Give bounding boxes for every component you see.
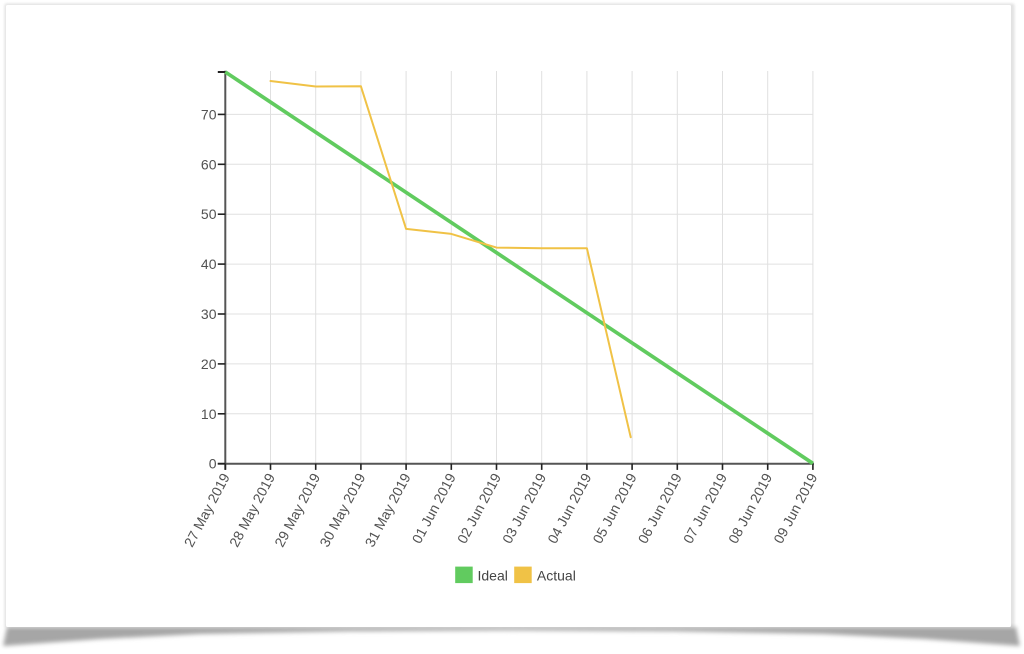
svg-text:30: 30: [201, 306, 217, 322]
svg-text:10: 10: [201, 406, 217, 422]
svg-text:50: 50: [201, 206, 217, 222]
svg-text:Ideal: Ideal: [478, 567, 508, 583]
svg-text:40: 40: [201, 256, 217, 272]
svg-text:20: 20: [201, 356, 217, 372]
svg-text:60: 60: [201, 156, 217, 172]
svg-text:0: 0: [209, 456, 217, 472]
svg-text:70: 70: [201, 106, 217, 122]
svg-text:Actual: Actual: [537, 567, 576, 583]
